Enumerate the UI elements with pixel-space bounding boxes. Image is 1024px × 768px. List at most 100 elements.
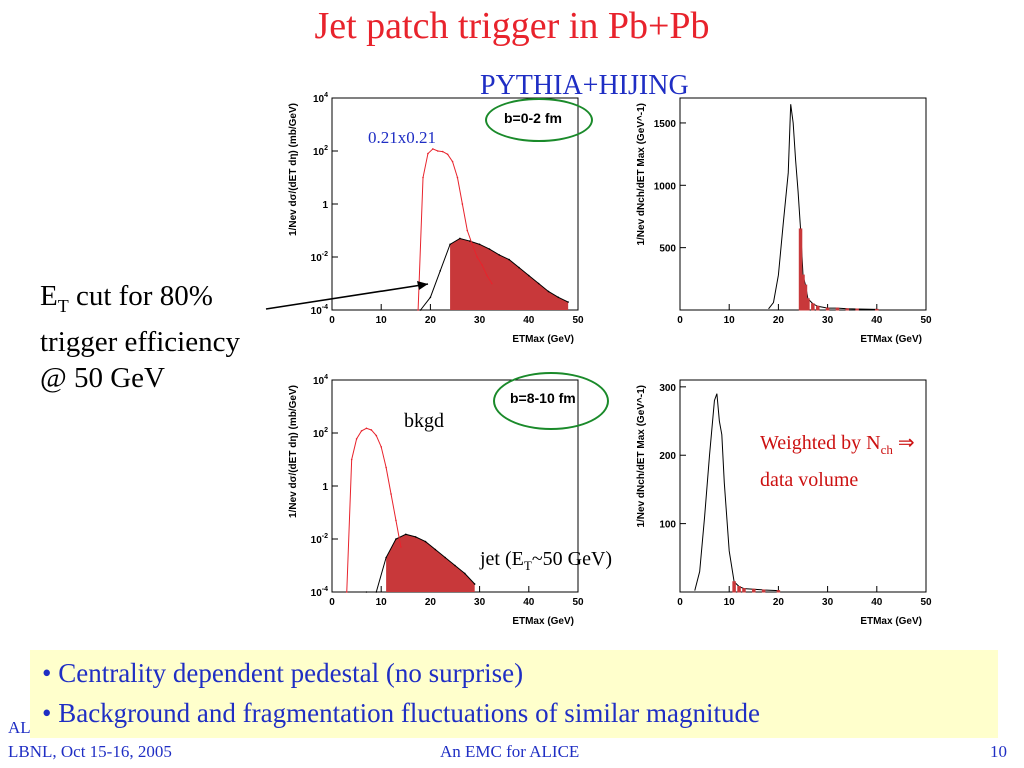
b-label-bottom: b=8-10 fm <box>510 390 576 406</box>
y-tick-label: 500 <box>659 244 676 255</box>
histogram-bar <box>816 305 820 311</box>
bkgd-point <box>476 256 478 258</box>
bkgd-point <box>451 160 454 163</box>
x-tick-label: 40 <box>871 597 883 608</box>
x-tick-label: 50 <box>572 597 584 608</box>
jet-point <box>567 301 569 303</box>
jet-point <box>557 296 560 299</box>
jet-point <box>405 533 407 536</box>
histogram-bar <box>835 307 840 311</box>
b-label-bottom-ellipse <box>493 372 609 430</box>
jet-point <box>508 258 510 261</box>
x-tick-label: 10 <box>724 315 736 326</box>
histogram-bar <box>855 308 859 311</box>
y-axis-title: 1/Nev dσ/(dET dη) (mb/GeV) <box>288 103 299 236</box>
histogram-bar <box>803 284 808 311</box>
jet-point <box>547 290 550 293</box>
y-tick-label: 1000 <box>654 181 677 192</box>
x-tick-label: 50 <box>920 597 932 608</box>
histogram-bar <box>845 308 850 311</box>
bkgd-point <box>375 434 378 437</box>
bkgd-point <box>456 176 459 179</box>
jet-point <box>464 572 466 575</box>
jet-point <box>488 248 491 250</box>
bkgd-point <box>365 427 368 430</box>
bkgd-point <box>466 229 469 232</box>
jet-point <box>498 254 501 256</box>
bkgd-point <box>471 243 474 246</box>
bkgd-point <box>427 152 429 155</box>
jet-point <box>414 536 417 538</box>
et-cut-sub: T <box>57 295 69 316</box>
weighted-sub: ch <box>880 442 893 457</box>
jet-label: jet (ET~50 GeV) <box>480 548 612 574</box>
jet-prefix: jet (E <box>480 548 524 570</box>
x-axis-title: ETMax (GeV) <box>512 334 574 345</box>
histogram-bar <box>737 586 741 593</box>
y-tick-label: 1500 <box>654 119 677 130</box>
bkgd-point <box>446 153 449 156</box>
et-cut-line2: trigger efficiency <box>40 325 240 358</box>
et-cut-line3: @ 50 GeV <box>40 361 165 394</box>
plot-bottom-right: 0 10 20 30 40 50 ETMax (GeV) 100 200 300 1/Nev dNc… <box>636 379 932 627</box>
jet-point <box>478 243 481 246</box>
bkgd-point <box>390 493 392 495</box>
y-axis-title: 1/Nev dσ/(dET dη) (mb/GeV) <box>288 385 299 518</box>
plot-top-right: 0 10 20 30 40 50 ETMax (GeV) 500 1000 1500 1/Nev d… <box>636 97 932 345</box>
jet-rest: ~50 GeV) <box>531 548 613 570</box>
histogram-bar <box>875 308 879 311</box>
weighted-annotation: Weighted by Nch ⇒ data volume <box>760 428 915 495</box>
jet-point <box>459 237 461 240</box>
histogram-line <box>694 393 779 592</box>
jet-sub: T <box>523 558 532 573</box>
x-tick-label: 0 <box>329 315 335 326</box>
jet-point <box>473 583 476 585</box>
bkgd-series-line <box>346 427 402 593</box>
jet-point <box>429 296 432 299</box>
bkgd-point <box>486 274 488 277</box>
weighted-arrow: ⇒ <box>892 432 915 454</box>
histogram-bar <box>732 581 736 593</box>
jet-series-line <box>366 533 476 593</box>
bkgd-point <box>441 150 444 153</box>
x-tick-label: 10 <box>376 597 388 608</box>
x-tick-label: 0 <box>677 315 683 326</box>
jet-point <box>528 274 530 277</box>
bkgd-point <box>481 264 483 266</box>
bkgd-point <box>491 282 493 285</box>
b-label-top-ellipse <box>485 98 593 142</box>
y-tick-label: 1 <box>322 482 328 493</box>
bkgd-point <box>436 150 439 152</box>
x-tick-label: 20 <box>425 597 437 608</box>
jet-point <box>454 564 456 567</box>
y-tick-label: 200 <box>659 451 676 462</box>
x-tick-label: 10 <box>724 597 736 608</box>
jet-point <box>424 540 427 543</box>
x-tick-label: 50 <box>572 315 584 326</box>
b-label-top: b=0-2 fm <box>504 110 562 126</box>
jet-point <box>537 282 540 285</box>
histogram-bar <box>825 307 830 311</box>
x-tick-label: 20 <box>773 315 785 326</box>
bkgd-point <box>370 429 373 431</box>
bkgd-series-line <box>417 148 493 311</box>
jet-series-line <box>420 237 569 311</box>
x-tick-label: 20 <box>773 597 785 608</box>
histogram-bar <box>811 303 815 311</box>
histogram-bar <box>752 588 756 593</box>
jet-point <box>434 548 437 551</box>
jet-point <box>518 266 520 269</box>
x-tick-label: 30 <box>474 315 486 326</box>
x-tick-label: 30 <box>822 315 834 326</box>
bkgd-point <box>422 176 424 179</box>
x-tick-label: 40 <box>523 597 535 608</box>
et-cut-prefix: E <box>40 280 58 312</box>
slide-subtitle: PYTHIA+HIJING <box>480 70 689 101</box>
slide-title: Jet patch trigger in Pb+Pb <box>314 5 710 47</box>
jet-point <box>375 591 378 593</box>
et-cut-rest: cut for 80% <box>68 280 213 312</box>
x-tick-label: 40 <box>871 315 883 326</box>
histogram-bar <box>776 590 781 593</box>
weighted-line2: data volume <box>760 469 859 491</box>
